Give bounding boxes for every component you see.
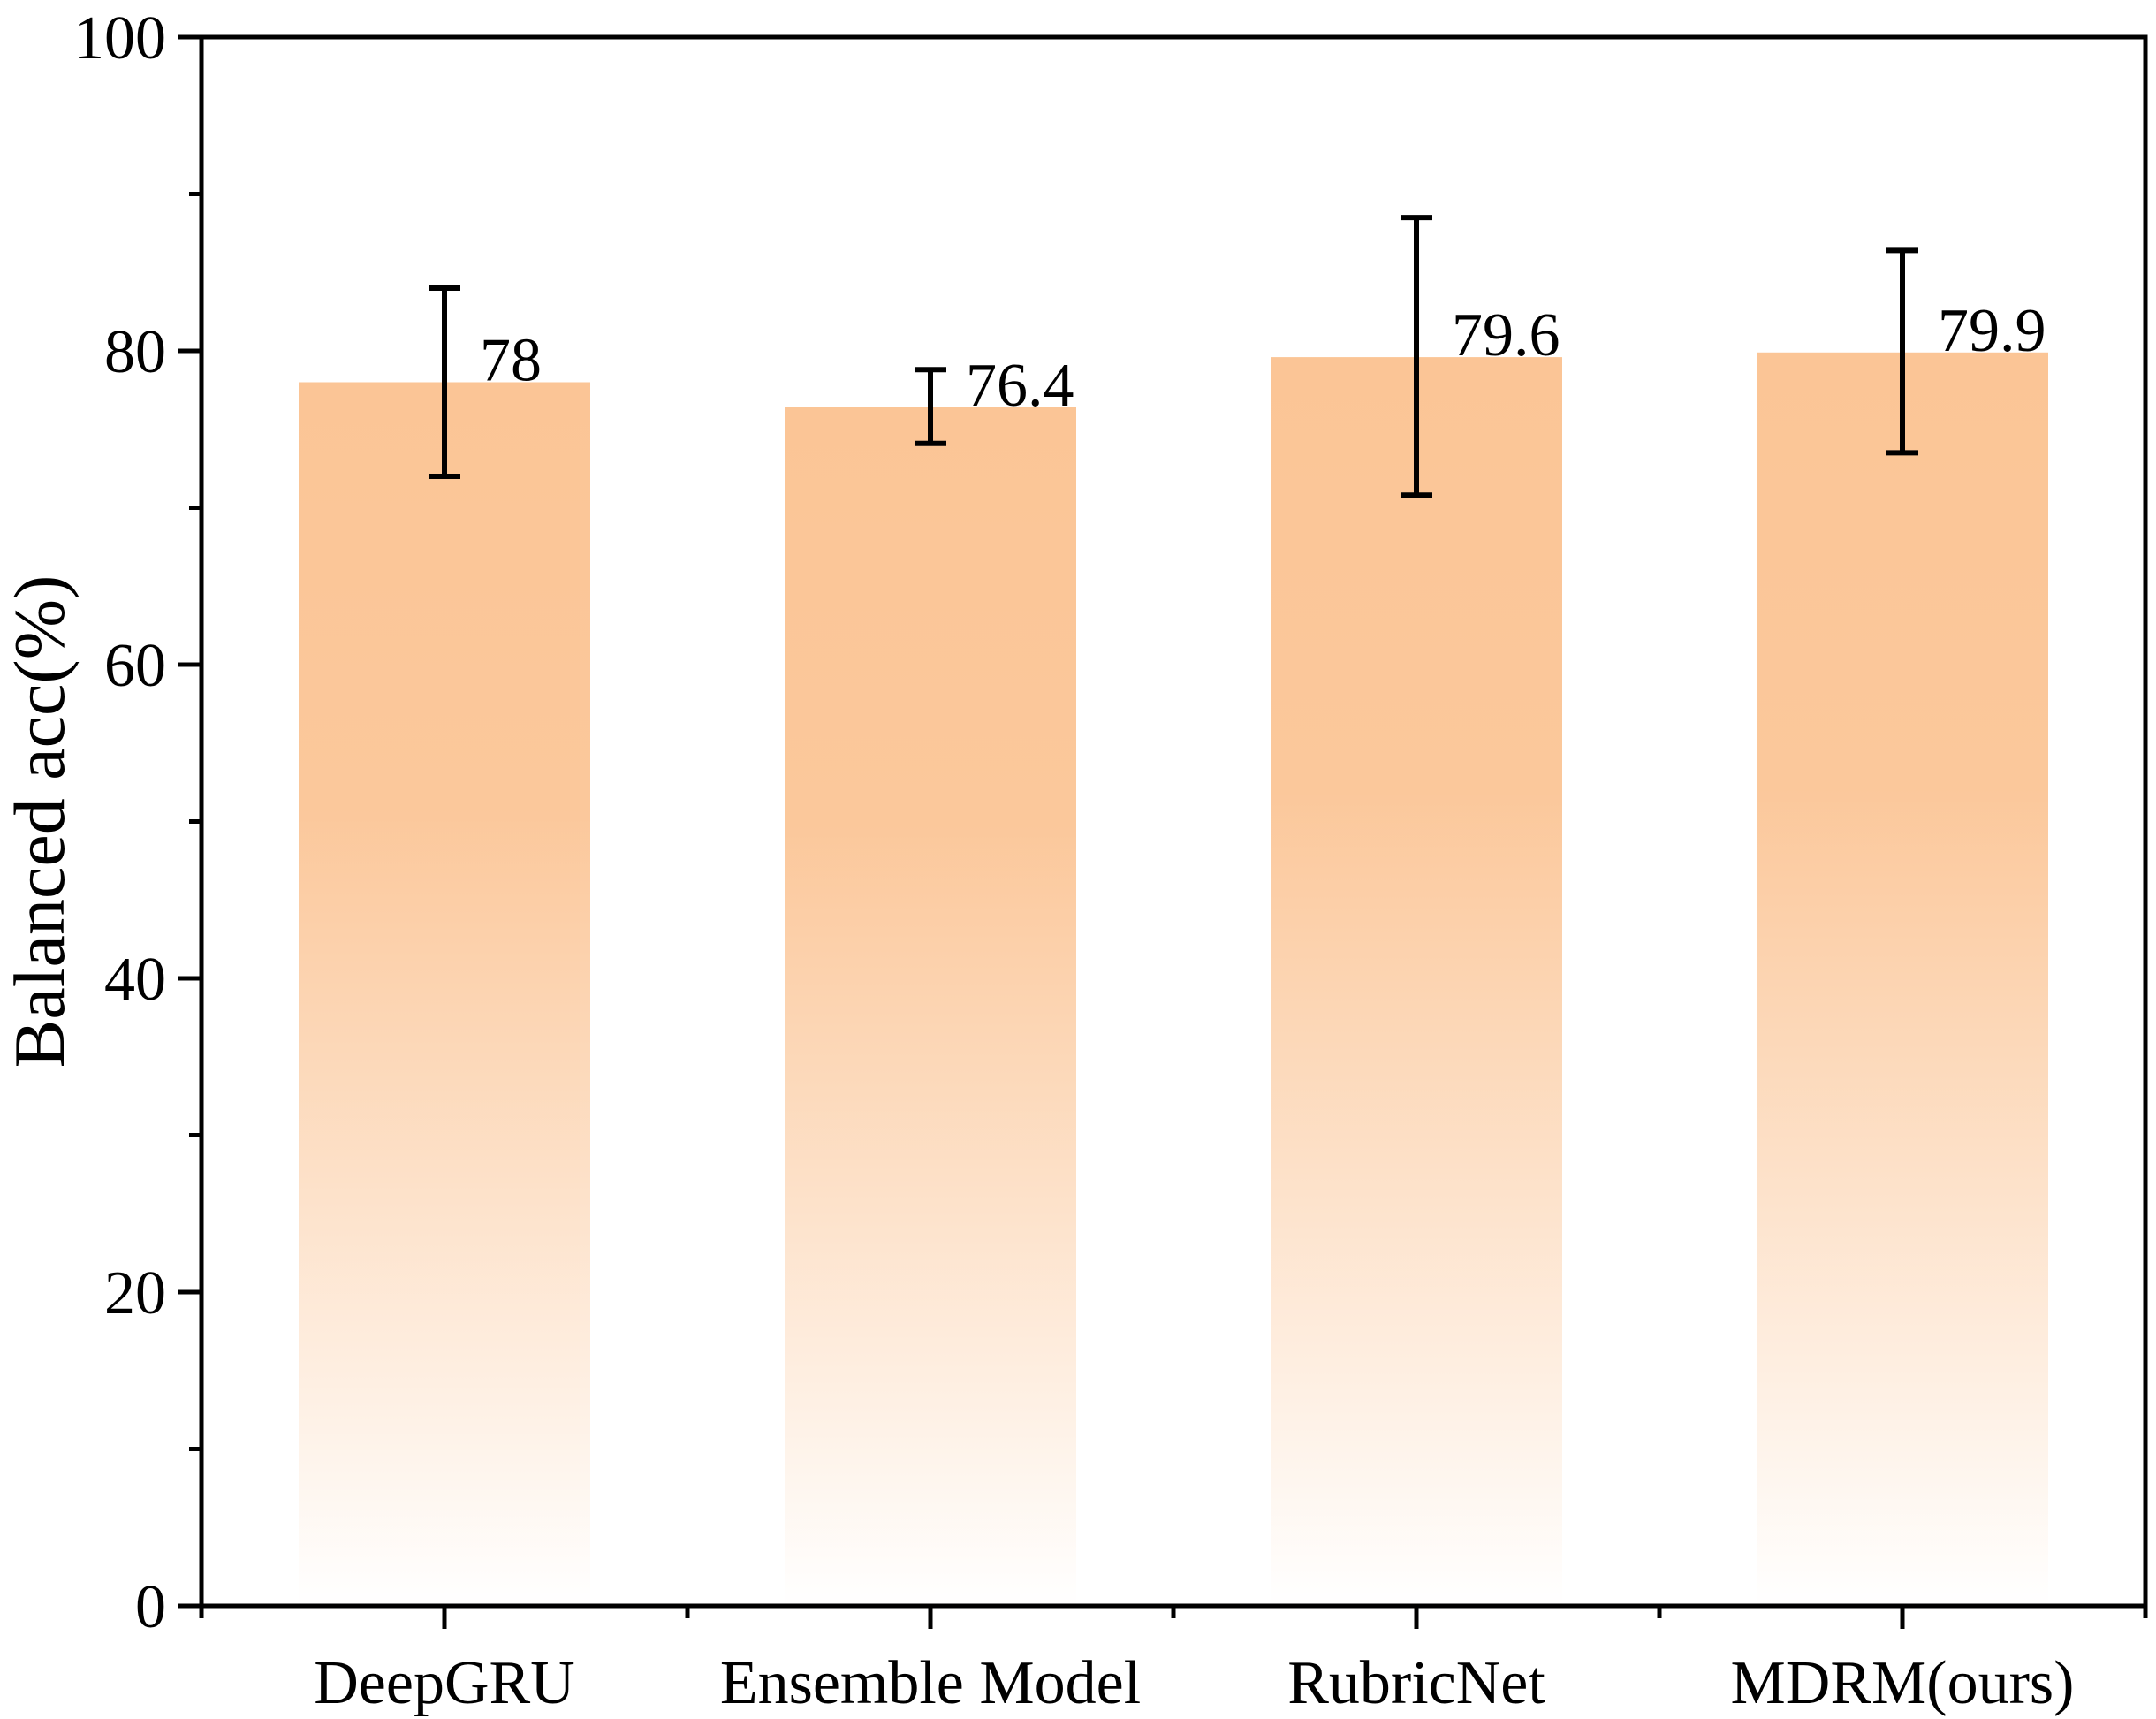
y-tick-label-0: 0 (135, 1573, 166, 1641)
data-label-2: 79.6 (1452, 301, 1560, 369)
error-bars-layer (429, 215, 1918, 498)
y-tick-label-4: 80 (104, 318, 166, 386)
error-bar-2 (1401, 215, 1432, 498)
bar-0 (299, 382, 590, 1606)
axes-layer (178, 34, 2148, 1629)
y-axis-title: Balanced acc(%) (0, 575, 80, 1069)
error-bar-3 (1886, 247, 1918, 456)
category-label-2: RubricNet (1287, 1649, 1545, 1717)
y-tick-label-1: 20 (104, 1259, 166, 1327)
bar-2 (1271, 357, 1562, 1607)
bar-3 (1757, 352, 2048, 1606)
category-label-1: Ensemble Model (720, 1649, 1141, 1717)
bars-layer (299, 352, 2048, 1607)
data-label-1: 76.4 (966, 352, 1074, 420)
data-label-3: 79.9 (1938, 297, 2046, 365)
error-bar-1 (915, 367, 946, 446)
category-label-0: DeepGRU (314, 1649, 574, 1717)
bar-1 (785, 407, 1076, 1606)
category-label-3: MDRM(ours) (1731, 1649, 2075, 1717)
labels-layer: 78 DeepGRU 76.4 Ensemble Model 79.6 RubricNet… (0, 4, 2074, 1717)
y-tick-label-2: 40 (104, 946, 166, 1014)
y-tick-label-3: 60 (104, 632, 166, 700)
data-label-0: 78 (480, 327, 542, 395)
y-tick-label-5: 100 (73, 4, 166, 72)
error-bar-0 (429, 285, 460, 479)
